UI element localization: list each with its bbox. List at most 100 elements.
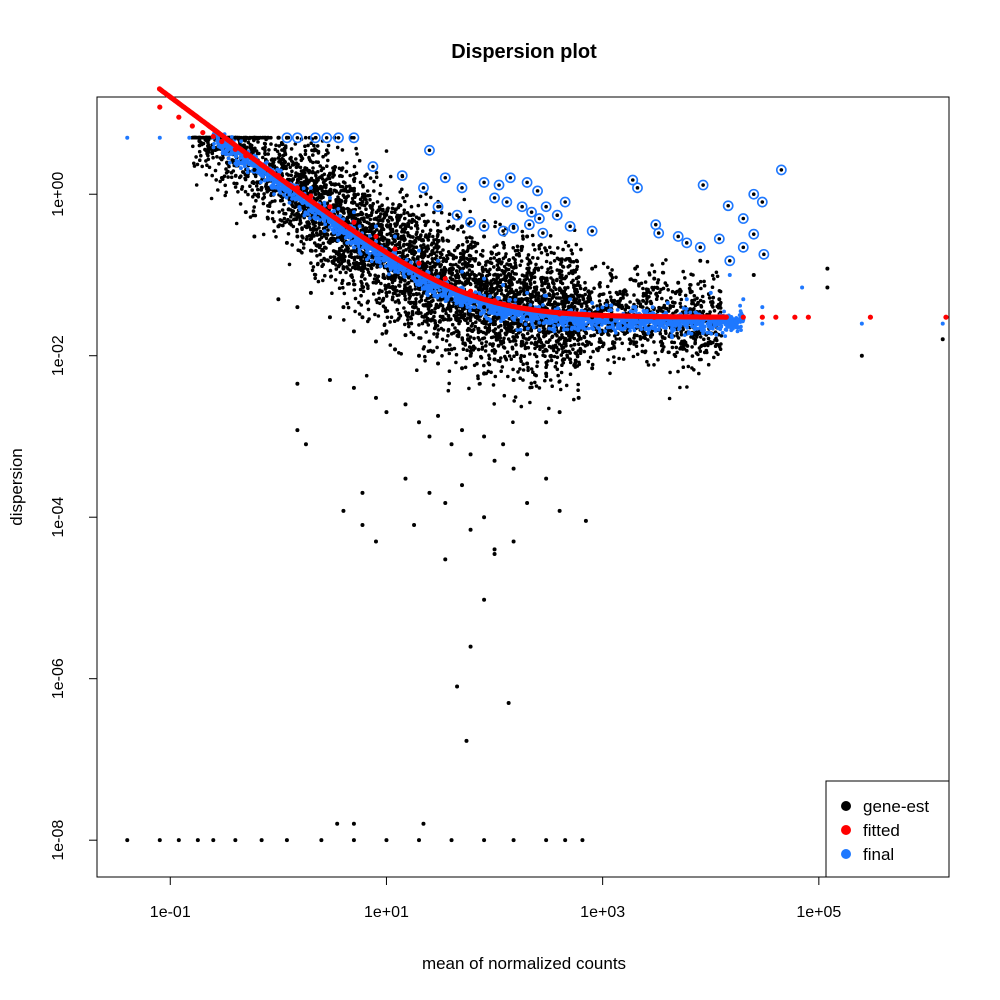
gene-est-point [347, 281, 351, 286]
gene-est-point [260, 135, 265, 140]
gene-est-point [488, 342, 492, 346]
gene-est-point [533, 266, 538, 271]
gene-est-point [347, 184, 352, 188]
gene-est-point [378, 301, 382, 306]
gene-est-point [447, 317, 452, 321]
gene-est-point [569, 344, 573, 348]
gene-est-point [334, 257, 339, 262]
gene-est-point [366, 286, 370, 291]
gene-est-point [581, 297, 586, 302]
gene-est-point [414, 245, 419, 249]
gene-est-point [645, 359, 649, 364]
gene-est-point [391, 291, 396, 296]
gene-est-point [558, 379, 562, 384]
gene-est-point [312, 241, 317, 245]
gene-est-point [550, 384, 554, 389]
gene-est-point [340, 278, 345, 283]
gene-est-point [463, 365, 468, 370]
gene-est-point [338, 270, 343, 275]
gene-est-point [535, 364, 539, 369]
gene-est-point [487, 362, 492, 367]
gene-est-point [465, 239, 470, 244]
gene-est-point [386, 276, 391, 281]
gene-est-point [438, 302, 443, 306]
gene-est-point [540, 265, 544, 270]
gene-est-point [646, 338, 650, 342]
gene-est-point [555, 355, 560, 360]
gene-est-point [525, 256, 529, 261]
gene-est-point [533, 340, 538, 345]
gene-est-point [468, 281, 472, 286]
gene-est-point [376, 314, 381, 318]
gene-est-point [606, 358, 610, 362]
gene-est-point [628, 277, 632, 282]
gene-est-point [650, 285, 654, 290]
gene-est-point [578, 286, 583, 291]
gene-est-point [403, 279, 407, 283]
gene-est-point [368, 176, 373, 180]
gene-est-point [378, 288, 382, 293]
gene-est-point [614, 290, 619, 295]
gene-est-point [521, 362, 525, 367]
gene-est-point [312, 143, 316, 148]
gene-est-point [243, 176, 247, 181]
gene-est-point [638, 337, 643, 341]
gene-est-point [373, 273, 378, 278]
gene-est-point [514, 333, 519, 337]
gene-est-point [301, 246, 306, 250]
gene-est-point [476, 326, 481, 331]
gene-est-point [355, 263, 360, 267]
gene-est-point [653, 350, 658, 355]
gene-est-point [558, 387, 563, 392]
gene-est-point [660, 348, 665, 352]
gene-est-point [250, 188, 254, 192]
gene-est-point [706, 336, 711, 341]
gene-est-point [533, 294, 537, 299]
gene-est-point [526, 253, 531, 257]
gene-est-point [311, 160, 315, 165]
gene-est-point [566, 300, 571, 305]
gene-est-point [627, 337, 632, 342]
gene-est-point [599, 340, 603, 345]
gene-est-point [343, 199, 348, 203]
gene-est-point [643, 349, 648, 354]
gene-est-point [200, 164, 204, 169]
gene-est-point [456, 334, 461, 339]
gene-est-point [407, 249, 412, 254]
gene-est-point [350, 196, 355, 201]
gene-est-point [241, 143, 246, 148]
gene-est-point [344, 169, 349, 174]
gene-est-point [547, 344, 552, 349]
gene-est-point [493, 220, 498, 224]
gene-est-point [393, 210, 397, 215]
gene-est-point [497, 260, 502, 265]
gene-est-point [555, 268, 560, 272]
gene-est-point [472, 336, 476, 341]
gene-est-point [272, 229, 276, 233]
gene-est-point [263, 145, 267, 150]
gene-est-point [548, 378, 553, 382]
gene-est-point [423, 359, 427, 363]
gene-est-point [356, 192, 360, 197]
gene-est-point [710, 273, 715, 278]
gene-est-point [239, 174, 243, 178]
gene-est-point [306, 143, 310, 148]
gene-est-point [462, 318, 467, 322]
gene-est-point [679, 297, 684, 302]
gene-est-point [521, 333, 526, 338]
gene-est-point [649, 335, 653, 339]
gene-est-point [375, 265, 379, 269]
gene-est-point [402, 211, 406, 216]
gene-est-point [351, 279, 356, 283]
gene-est-point [391, 295, 395, 299]
gene-est-point [315, 254, 319, 258]
gene-est-point [289, 223, 294, 227]
gene-est-point [278, 198, 283, 203]
gene-est-point [357, 158, 362, 163]
gene-est-point [711, 296, 715, 300]
gene-est-point [405, 211, 410, 215]
gene-est-point [698, 335, 703, 339]
gene-est-point [548, 234, 553, 238]
gene-est-point [483, 325, 488, 330]
